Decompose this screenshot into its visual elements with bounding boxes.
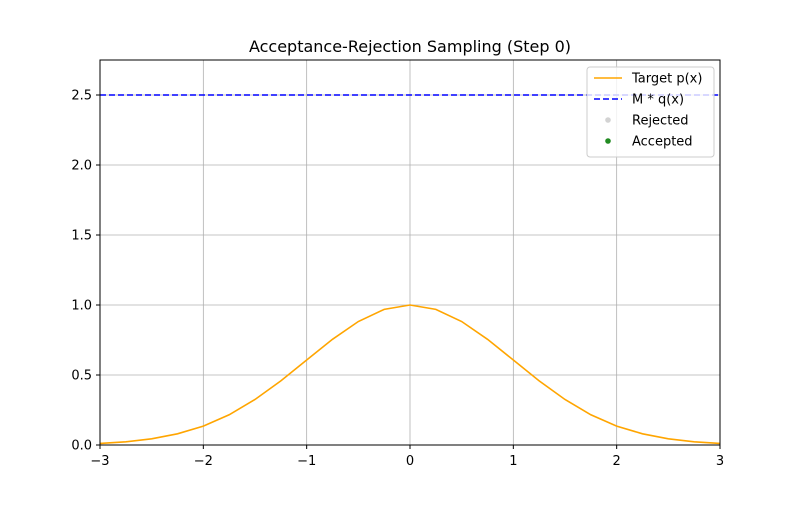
chart-title: Acceptance-Rejection Sampling (Step 0) <box>249 37 571 56</box>
series-line-target-p-x <box>99 304 721 445</box>
x-tick-label: −2 <box>194 454 213 469</box>
x-tick-label: 0 <box>406 454 414 469</box>
legend-marker-swatch <box>605 138 611 144</box>
legend-entry-label: Target p(x) <box>631 72 702 87</box>
x-tick-label: 2 <box>613 454 621 469</box>
legend-entry-label: Rejected <box>632 114 689 129</box>
legend-box <box>586 66 715 158</box>
x-tick-label: 3 <box>716 454 724 469</box>
y-tick-label: 2.5 <box>71 89 92 104</box>
y-tick-label: 2.0 <box>71 159 92 174</box>
x-tick-label: −1 <box>297 454 316 469</box>
legend-entry-label: Accepted <box>632 135 693 150</box>
y-tick-label: 1.5 <box>71 229 92 244</box>
legend-marker-swatch <box>605 117 611 123</box>
y-tick-label: 1.0 <box>71 299 92 314</box>
y-tick-label: 0.5 <box>71 369 92 384</box>
x-tick-label: 1 <box>509 454 517 469</box>
y-tick-label: 0.0 <box>71 439 92 454</box>
legend-entry-label: M * q(x) <box>632 93 684 108</box>
legend: Target p(x) M * q(x) Rejected Accepted <box>586 66 715 158</box>
x-tick-label: −3 <box>90 454 109 469</box>
axis-ticks: −3 −2 −1 0 1 2 3 0.0 0.5 1.0 1.5 2.0 2.5 <box>71 89 724 470</box>
